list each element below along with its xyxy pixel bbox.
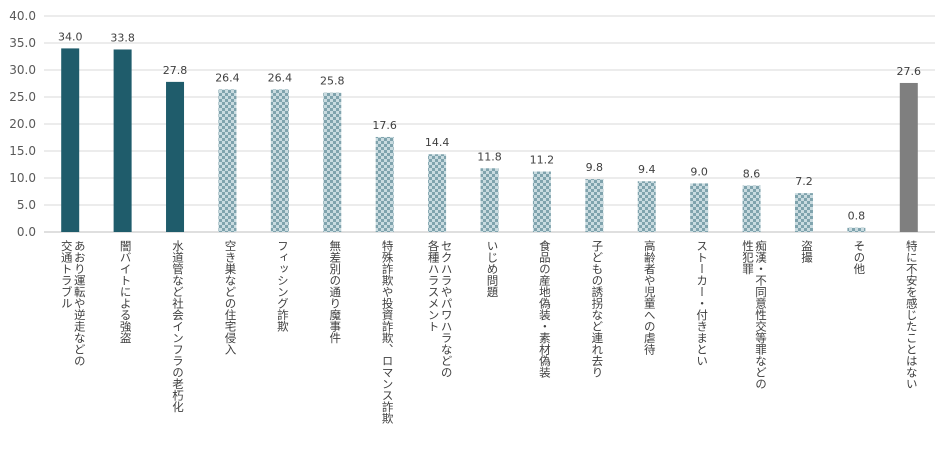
category-label: 子どもの誘拐など連れ去り [590, 240, 604, 378]
bars [61, 48, 918, 233]
category-label: 痴漢・不同意性交等罪などの [754, 239, 768, 389]
bar [61, 48, 80, 233]
data-label: 26.4 [268, 71, 293, 84]
bar [585, 179, 604, 232]
category-label: 無差別の通り魔事件 [328, 239, 342, 344]
data-label: 14.4 [425, 136, 450, 149]
y-tick-label: 30.0 [9, 63, 36, 77]
category-label: 高齢者や児童への虐待 [643, 239, 657, 356]
category-label: あおり運転や逆走などの [73, 240, 87, 367]
data-label: 8.6 [743, 168, 761, 181]
bar [218, 89, 237, 232]
data-label: 27.6 [897, 65, 922, 78]
y-tick-label: 15.0 [9, 144, 36, 158]
bar [428, 154, 447, 232]
category-label: 盗撮 [800, 239, 814, 263]
data-label: 27.8 [163, 64, 188, 77]
category-label: その他 [852, 240, 866, 275]
data-label: 0.8 [848, 210, 866, 223]
bar [690, 183, 709, 232]
bar [270, 89, 289, 232]
data-label: 26.4 [215, 71, 240, 84]
bar [532, 171, 551, 232]
data-label: 9.0 [690, 165, 708, 178]
data-label: 33.8 [110, 31, 135, 44]
data-label: 11.8 [477, 150, 502, 163]
category-label: 性犯罪 [741, 239, 755, 274]
gridlines [44, 15, 935, 233]
bar [113, 49, 132, 233]
data-label: 17.6 [372, 119, 397, 132]
y-tick-label: 40.0 [9, 9, 36, 23]
data-label: 34.0 [58, 30, 83, 43]
data-label: 11.2 [530, 154, 555, 167]
bar [323, 92, 342, 233]
data-label: 7.2 [795, 175, 813, 188]
y-tick-label: 0.0 [17, 225, 36, 239]
category-label: 闇バイトによる強盗 [119, 240, 133, 344]
bar [166, 81, 185, 232]
category-label: 特に不安を感じたことはない [905, 239, 919, 389]
bar [847, 227, 866, 232]
category-label: 水道管など社会インフラの老朽化 [171, 240, 185, 413]
category-label: セクハラやパワハラなどの [440, 240, 454, 378]
category-label: フィッシング詐欺 [276, 240, 290, 333]
data-labels: 34.0 33.8 27.8 26.4 26.4 25.8 17.6 14.4 11.8 11.2… [58, 30, 921, 222]
y-tick-label: 25.0 [9, 90, 36, 104]
bar [480, 168, 499, 232]
y-tick-label: 35.0 [9, 36, 36, 50]
y-tick-label: 10.0 [9, 171, 36, 185]
category-label: 特殊詐欺や投資詐欺、ロマンス詐欺 [381, 239, 395, 425]
category-label: 空き巣などの住宅侵入 [223, 239, 237, 355]
bar [637, 181, 656, 232]
y-tick-label: 5.0 [17, 198, 36, 212]
category-label: ストーカー・付きまとい [695, 240, 709, 367]
bar [794, 193, 813, 232]
category-label: 交通トラブル [60, 239, 74, 309]
y-tick-label: 20.0 [9, 117, 36, 131]
data-label: 25.8 [320, 75, 345, 88]
data-label: 9.4 [638, 163, 656, 176]
category-label: いじめ問題 [486, 240, 500, 298]
category-label: 食品の産地偽装・素材偽装 [538, 239, 552, 379]
y-axis-tick-labels: 0.0 5.0 10.0 15.0 20.0 25.0 30.0 35.0 40.0 [9, 9, 36, 239]
category-labels: 交通トラブル あおり運転や逆走などの 闇バイトによる強盗 水道管など社会インフラの老朽… [60, 239, 919, 425]
bar [742, 185, 761, 232]
category-label: 各種ハラスメント [427, 239, 441, 332]
bar [375, 136, 394, 232]
data-label: 9.8 [586, 161, 604, 174]
bar [899, 82, 918, 233]
